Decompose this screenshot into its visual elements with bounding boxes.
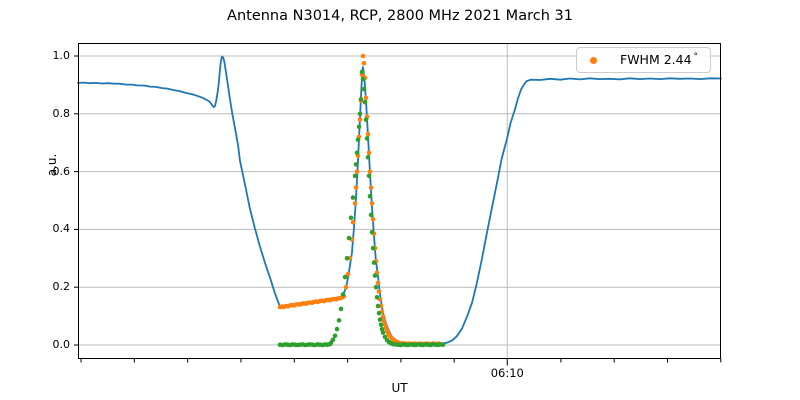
series-baseline-fit-scatter-point: [372, 273, 378, 278]
series-fwhm-fit-scatter-point: [350, 219, 356, 225]
series-baseline-fit-scatter-point: [379, 326, 385, 332]
series-fwhm-fit-scatter-point: [357, 117, 363, 122]
series-fwhm-fit-scatter-point: [360, 53, 366, 59]
series-baseline-fit-scatter-point: [356, 124, 362, 130]
series-fwhm-fit-scatter-point: [354, 169, 360, 174]
series-fwhm-fit-scatter-point: [366, 150, 372, 156]
series-baseline-fit-scatter-point: [334, 326, 340, 332]
series-baseline-fit-scatter-point: [364, 136, 370, 141]
y-tick-label: 0.6: [52, 164, 71, 178]
series-fwhm-fit-scatter-point: [367, 169, 373, 174]
series-baseline-fit-scatter-point: [376, 310, 382, 316]
series-baseline-fit-scatter-point: [342, 274, 348, 280]
x-tick-label: 06:10: [490, 366, 524, 380]
series-baseline-fit-scatter-point: [354, 150, 360, 156]
series-baseline-fit-scatter-point: [367, 193, 373, 199]
series-baseline-fit-scatter-point: [371, 260, 377, 265]
series-baseline-fit-scatter-point: [358, 97, 364, 102]
series-baseline-fit-scatter-point: [352, 173, 358, 179]
series-fwhm-fit-scatter-point: [345, 271, 351, 277]
series-fwhm-fit-scatter-point: [368, 185, 374, 190]
series-baseline-fit-scatter-point: [380, 330, 386, 335]
series-baseline-fit-scatter-point: [363, 117, 369, 122]
series-fwhm-fit-scatter-point: [375, 280, 381, 286]
y-tick-label: 0.2: [52, 280, 71, 294]
series-baseline-fit-scatter-point: [332, 333, 338, 339]
series-antenna-signal: [77, 55, 722, 346]
series-baseline-fit-scatter-point: [375, 303, 381, 309]
series-baseline-fit-scatter-point: [361, 86, 367, 92]
series-fwhm-fit-scatter-point: [369, 201, 375, 206]
plot-area: [74, 43, 722, 366]
series-baseline-fit-scatter-point: [350, 195, 356, 200]
legend: FWHM 2.44 °: [576, 47, 711, 73]
y-tick-label: 1.0: [52, 49, 71, 62]
series-baseline-fit-scatter-point: [378, 322, 384, 328]
series-baseline-fit-scatter-point: [360, 76, 366, 82]
degree-symbol: °: [693, 52, 699, 63]
series-baseline-fit-scatter-point: [366, 173, 372, 179]
series-baseline-fit-scatter-point: [338, 306, 344, 312]
series-baseline-fit-scatter-point: [373, 284, 379, 290]
series-fwhm-fit-scatter-point: [381, 318, 387, 324]
series-baseline-fit-scatter-point: [340, 292, 346, 297]
legend-label: FWHM 2.44 °: [620, 52, 699, 68]
chart-title: Antenna N3014, RCP, 2800 MHz 2021 March …: [227, 8, 573, 24]
x-axis-label: UT: [391, 381, 408, 395]
series-fwhm-fit-scatter-point: [370, 217, 376, 222]
series-baseline-fit-scatter-point: [370, 245, 376, 251]
series-baseline-fit-scatter-point: [369, 230, 375, 235]
series-baseline-fit-scatter-point: [359, 69, 365, 75]
series-baseline-fit-scatter-point: [353, 162, 359, 167]
series-baseline-fit-scatter-point: [365, 154, 371, 160]
legend-marker-dot-icon: [590, 56, 597, 64]
series-baseline-fit-scatter-point: [330, 337, 336, 343]
series-baseline-fit-scatter-point: [355, 137, 361, 143]
series-fwhm-fit-scatter-point: [352, 201, 358, 206]
series-baseline-fit-scatter-point: [377, 317, 383, 322]
series-baseline-fit-scatter-point: [440, 342, 446, 348]
series-fwhm-fit-scatter-point: [343, 284, 349, 290]
series-fwhm-fit-scatter-point: [363, 95, 369, 101]
axes-frame: [78, 43, 721, 359]
y-tick-label: 0.4: [52, 222, 71, 236]
y-tick-label: 0.0: [52, 338, 71, 351]
series-baseline-fit-scatter-point: [348, 215, 354, 221]
series-baseline-fit-scatter-point: [346, 235, 352, 241]
series-baseline-fit-scatter-point: [344, 256, 350, 261]
series-baseline-fit-scatter-point: [374, 295, 380, 300]
series-fwhm-fit-scatter-point: [380, 314, 386, 320]
series-fwhm-fit-scatter-point: [361, 60, 367, 66]
series-fwhm-fit-scatter-point: [376, 289, 382, 294]
series-fwhm-fit-scatter-point: [365, 131, 371, 137]
y-tick-label: 0.8: [52, 106, 71, 120]
series-fwhm-fit-scatter-point: [353, 185, 359, 190]
series-baseline-fit-scatter-point: [357, 111, 363, 117]
series-baseline-fit-scatter-point: [362, 99, 368, 105]
series-baseline-fit-scatter-point: [336, 318, 342, 323]
series-baseline-fit-scatter-point: [368, 212, 374, 218]
